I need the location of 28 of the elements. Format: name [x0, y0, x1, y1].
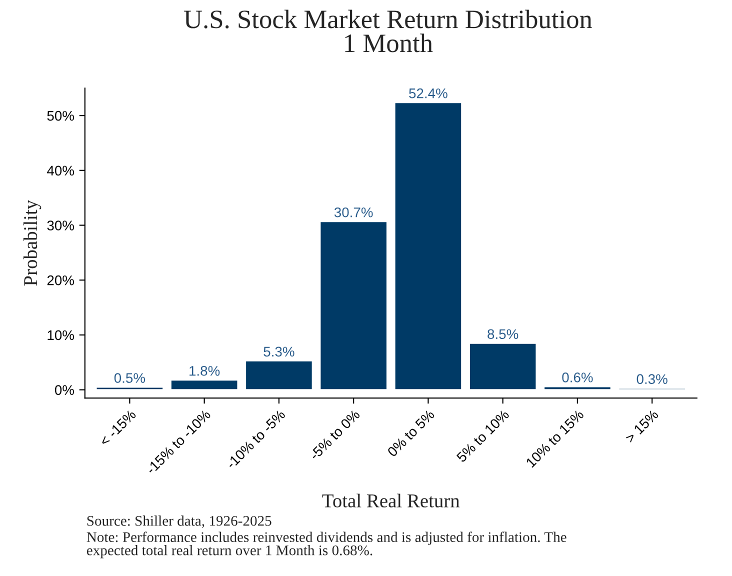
x-tick-label: 0% to 5%: [386, 409, 436, 458]
bar: [95, 386, 164, 390]
data-label: 0.5%: [114, 373, 146, 383]
data-label: 30.7%: [334, 207, 373, 218]
data-label: 5.3%: [264, 346, 294, 357]
chart-title: U.S. Stock Market Return Distribution 1 Month: [184, 10, 592, 52]
y-tick-label: 50%: [47, 110, 74, 121]
bar: [394, 102, 462, 390]
bar: [319, 220, 388, 390]
bar: [244, 360, 314, 390]
text: Note: Performance includes reinvested dividends and is adjusted for inflation. The expected total real return over 1 Month is 0.68%.: [86, 532, 566, 558]
data-label: 1.8%: [190, 366, 220, 376]
bar: [170, 379, 239, 390]
x-tick-label: -5% to 0%: [308, 409, 360, 461]
data-label: 0.3%: [636, 374, 668, 384]
y-tick-label: 40%: [47, 166, 74, 176]
data-label: 52.4%: [409, 88, 448, 98]
y-tick-label: 30%: [47, 220, 74, 230]
x-axis-title: Total Real Return: [322, 494, 460, 508]
y-tick-label: 10%: [48, 330, 74, 340]
data-label: 0.6%: [562, 372, 593, 382]
bar: [468, 342, 538, 390]
data-label: 8.5%: [488, 329, 518, 340]
source-note: Source: Shiller data, 1926-2025: [87, 516, 272, 528]
bar: [543, 386, 612, 390]
y-axis-title: Probability: [23, 200, 42, 286]
y-tick-label: 20%: [47, 275, 74, 286]
y-tick-label: 0%: [54, 385, 74, 395]
